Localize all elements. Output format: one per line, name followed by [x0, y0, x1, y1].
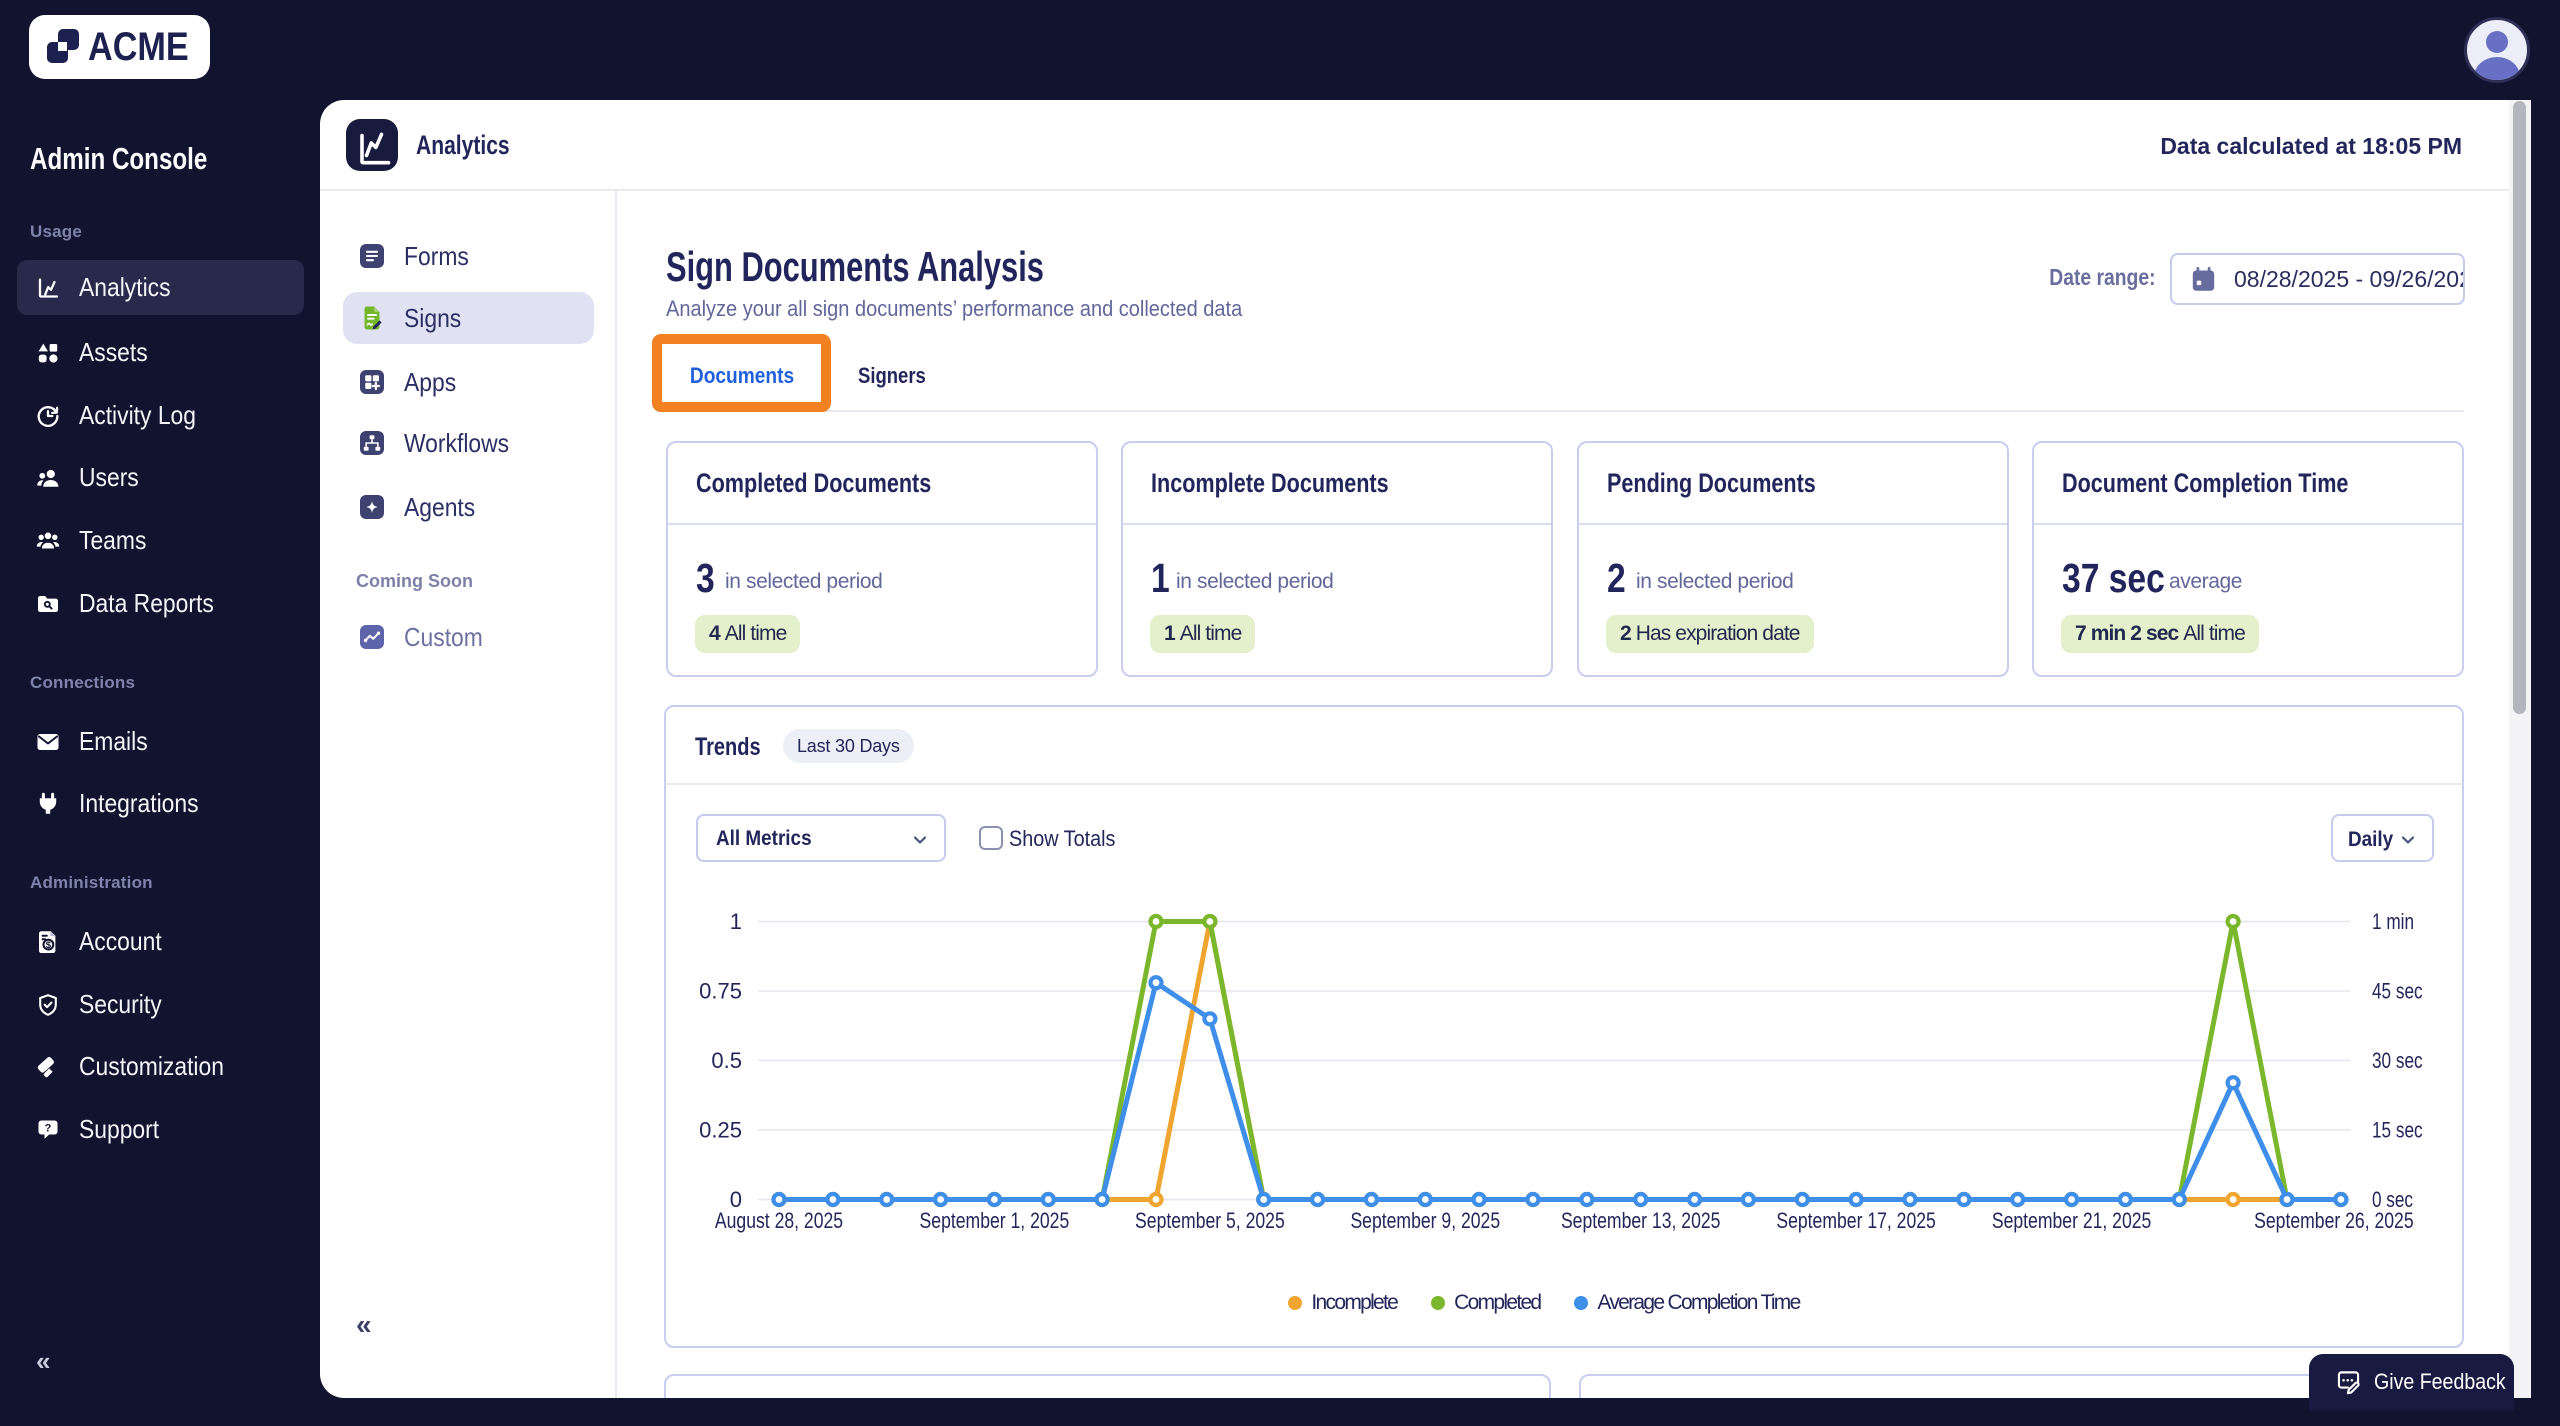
svg-text:September 9, 2025: September 9, 2025 [1350, 1208, 1500, 1233]
svg-text:45 sec: 45 sec [2372, 979, 2423, 1004]
svg-text:?: ? [45, 1122, 52, 1134]
svg-text:0.25: 0.25 [699, 1118, 742, 1143]
svg-text:September 21, 2025: September 21, 2025 [1992, 1208, 2152, 1233]
svg-text:September 13, 2025: September 13, 2025 [1561, 1208, 1721, 1233]
svg-text:0.5: 0.5 [711, 1048, 742, 1073]
svg-text:1 min: 1 min [2372, 909, 2414, 934]
svg-text:September 26, 2025: September 26, 2025 [2254, 1208, 2414, 1233]
svg-text:1: 1 [730, 909, 742, 934]
svg-text:September 5, 2025: September 5, 2025 [1135, 1208, 1285, 1233]
svg-text:0.75: 0.75 [699, 979, 742, 1004]
svg-text:0: 0 [730, 1187, 742, 1212]
svg-text:September 1, 2025: September 1, 2025 [920, 1208, 1070, 1233]
svg-text:15 sec: 15 sec [2372, 1118, 2423, 1143]
svg-text:$: $ [46, 940, 52, 951]
svg-text:0 sec: 0 sec [2372, 1187, 2413, 1212]
svg-text:September 17, 2025: September 17, 2025 [1776, 1208, 1936, 1233]
svg-text:30 sec: 30 sec [2372, 1048, 2423, 1073]
svg-text:August 28, 2025: August 28, 2025 [715, 1208, 843, 1233]
